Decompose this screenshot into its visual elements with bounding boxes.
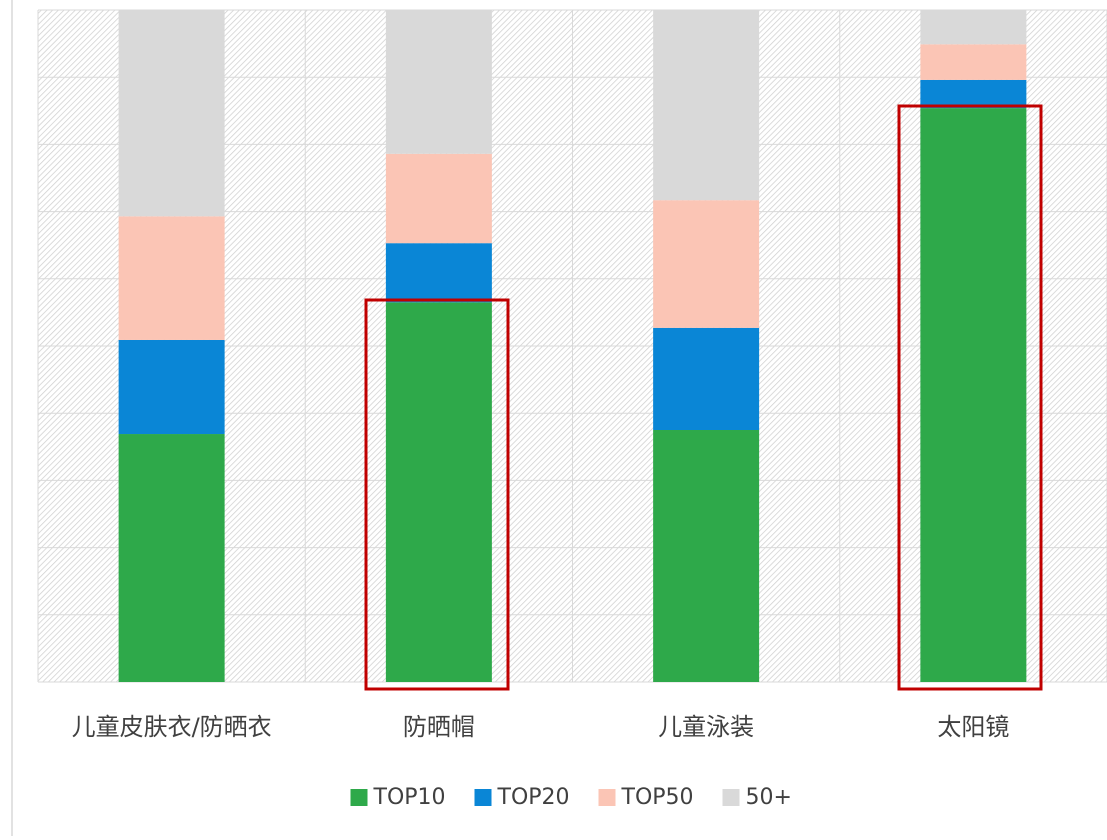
bar-segment: [653, 430, 760, 682]
bar-segment: [385, 302, 492, 682]
bar-segment: [118, 216, 225, 340]
legend-label: TOP50: [621, 785, 694, 810]
legend-swatch: [350, 789, 368, 806]
x-tick-label: 防晒帽: [403, 713, 475, 741]
legend-label: TOP10: [373, 785, 446, 810]
bar-segment: [653, 200, 760, 328]
bar-segment: [653, 10, 760, 201]
x-tick-label: 儿童泳装: [658, 713, 754, 741]
x-tick-label: 儿童皮肤衣/防晒衣: [72, 713, 272, 741]
bar-segment: [920, 108, 1027, 682]
legend-label: TOP20: [497, 785, 570, 810]
bar-segment: [118, 434, 225, 682]
highlight-box: [364, 298, 510, 691]
x-tick-label: 太阳镜: [937, 713, 1009, 741]
bar-segment: [385, 243, 492, 303]
bar-segment: [920, 79, 1027, 109]
bar-segment: [118, 10, 225, 217]
legend-swatch: [722, 789, 740, 806]
bar-segment: [920, 44, 1027, 80]
bar-segment: [920, 10, 1027, 45]
legend-swatch: [474, 789, 492, 806]
legend-label: 50+: [746, 785, 792, 810]
legend-swatch: [598, 789, 616, 806]
bar-segment: [653, 327, 760, 430]
bar-segment: [118, 339, 225, 435]
highlight-box: [897, 104, 1043, 691]
bar-segment: [385, 10, 492, 154]
bar-segment: [385, 153, 492, 244]
